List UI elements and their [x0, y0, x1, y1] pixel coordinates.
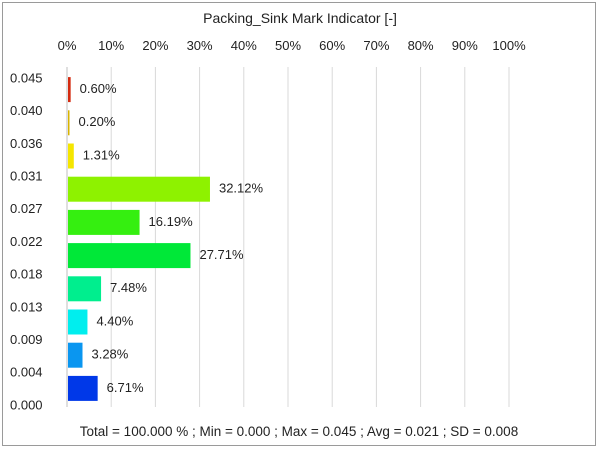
bar-label-1: 0.20%	[79, 114, 116, 129]
x-tick-label-8: 80%	[408, 38, 434, 53]
bar-6	[68, 276, 102, 302]
bar-label-6: 7.48%	[110, 280, 147, 295]
bar-1	[68, 110, 70, 136]
x-tick-label-5: 50%	[275, 38, 301, 53]
x-tick-label-7: 70%	[363, 38, 389, 53]
bar-label-4: 16.19%	[149, 214, 194, 229]
x-tick-label-6: 60%	[319, 38, 345, 53]
x-tick-label-3: 30%	[187, 38, 213, 53]
bar-label-2: 1.31%	[83, 147, 120, 162]
bar-label-5: 27.71%	[199, 247, 244, 262]
grid-lines	[66, 67, 510, 407]
y-tick-label-9: 0.004	[10, 365, 43, 380]
x-tick-label-10: 100%	[492, 38, 526, 53]
y-tick-label-5: 0.022	[10, 234, 43, 249]
bar-label-7: 4.40%	[96, 313, 133, 328]
y-tick-label-3: 0.031	[10, 169, 43, 184]
bar-5	[68, 243, 191, 269]
bar-0	[68, 77, 71, 103]
y-tick-label-1: 0.040	[10, 103, 43, 118]
y-tick-label-0: 0.045	[10, 70, 43, 85]
bar-label-3: 32.12%	[219, 181, 264, 196]
y-tick-label-7: 0.013	[10, 299, 43, 314]
bar-4	[68, 209, 140, 235]
bar-3	[68, 176, 210, 202]
bar-2	[68, 143, 74, 169]
x-tick-label-4: 40%	[231, 38, 257, 53]
chart-title: Packing_Sink Mark Indicator [-]	[203, 10, 397, 26]
x-tick-label-9: 90%	[452, 38, 478, 53]
bar-9	[68, 375, 98, 401]
x-tick-label-1: 10%	[98, 38, 124, 53]
x-tick-labels: 0% 10% 20% 30% 40% 50% 60% 70% 80% 90% 100%	[58, 38, 526, 53]
bar-label-0: 0.60%	[80, 81, 117, 96]
y-tick-label-8: 0.009	[10, 332, 43, 347]
bar-7	[68, 309, 88, 335]
y-tick-label-2: 0.036	[10, 136, 43, 151]
y-tick-label-4: 0.027	[10, 201, 43, 216]
bars	[68, 77, 210, 401]
x-tick-label-2: 20%	[142, 38, 168, 53]
bar-8	[68, 342, 83, 368]
bar-labels: 0.60% 0.20% 1.31% 32.12% 16.19% 27.71% 7.48% 4.…	[79, 81, 264, 395]
chart-footer-stats: Total = 100.000 % ; Min = 0.000 ; Max = …	[80, 424, 518, 439]
bar-label-9: 6.71%	[107, 380, 144, 395]
y-tick-labels: 0.045 0.040 0.036 0.031 0.027 0.022 0.018 0.013…	[10, 70, 43, 412]
bar-label-8: 3.28%	[91, 347, 128, 362]
y-tick-label-10: 0.000	[10, 397, 43, 412]
y-tick-label-6: 0.018	[10, 267, 43, 282]
x-tick-label-0: 0%	[58, 38, 77, 53]
